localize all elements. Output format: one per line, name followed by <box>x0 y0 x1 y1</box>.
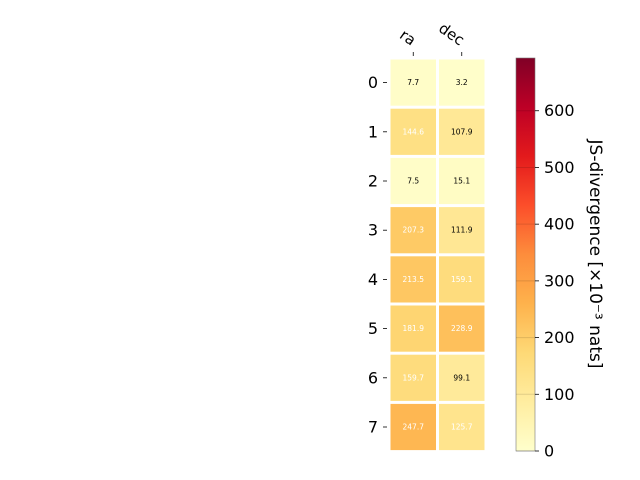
heatmap-cell-r0-dec <box>439 59 485 106</box>
cell-value-label: 159.1 <box>451 275 473 284</box>
row-tick-labels: 0 1 2 3 4 5 6 7 <box>368 73 387 437</box>
colorbar-tick-label: 0 <box>544 442 554 461</box>
cell-value-label: 181.9 <box>403 324 425 333</box>
colorbar-tick-label: 200 <box>544 328 575 347</box>
row-label-2: 2 <box>368 172 378 191</box>
row-label-5: 5 <box>368 319 378 338</box>
heatmap-cell-r0-ra <box>390 59 436 106</box>
colorbar-tick-label: 300 <box>544 271 575 290</box>
heatmap-cell-r6-ra <box>390 354 436 401</box>
colorbar: 0 100 200 300 400 500 600 JS-divergence [×10⁻³… <box>515 57 605 461</box>
column-tick-labels: ra dec <box>396 19 468 56</box>
heatmap-cell-r5-ra <box>390 305 436 352</box>
colorbar-tick-label: 400 <box>544 215 575 234</box>
cell-value-label: 107.9 <box>451 127 473 136</box>
colorbar-tick-label: 600 <box>544 101 575 120</box>
heatmap-cell-r3-dec <box>439 207 485 254</box>
cell-value-label: 144.6 <box>403 127 425 136</box>
colorbar-label: JS-divergence [×10⁻³ nats] <box>585 139 605 369</box>
cell-value-label: 125.7 <box>451 423 473 432</box>
heatmap-cell-r2-dec <box>439 157 485 205</box>
heatmap-cell-r2-ra <box>390 157 436 205</box>
colorbar-gradient <box>515 57 536 452</box>
column-label-ra: ra <box>396 26 419 50</box>
cell-value-label: 99.1 <box>453 373 470 382</box>
heatmap-cell-r3-ra <box>390 207 436 254</box>
cell-value-label: 111.9 <box>451 226 473 235</box>
heatmap-cell-r1-dec <box>439 108 485 155</box>
row-label-6: 6 <box>368 368 378 387</box>
cell-value-label: 3.2 <box>456 78 468 87</box>
row-label-1: 1 <box>368 122 378 141</box>
row-label-4: 4 <box>368 270 378 289</box>
cell-value-label: 159.7 <box>403 373 425 382</box>
cell-value-label: 207.3 <box>403 226 425 235</box>
row-label-0: 0 <box>368 73 378 92</box>
heatmap-cell-r7-ra <box>390 403 436 451</box>
heatmap-cell-r4-dec <box>439 256 485 303</box>
cell-value-label: 7.5 <box>407 177 419 186</box>
heatmap-cell-r6-dec <box>439 354 485 401</box>
row-label-3: 3 <box>368 221 378 240</box>
cell-value-label: 7.7 <box>407 78 419 87</box>
heatmap-cell-r5-dec <box>439 305 485 352</box>
row-label-7: 7 <box>368 418 378 437</box>
heatmap-cell-r4-ra <box>390 256 436 303</box>
heatmap-cell-r7-dec <box>439 403 485 451</box>
heatmap-cell-r1-ra <box>390 108 436 155</box>
colorbar-tick-label: 500 <box>544 158 575 177</box>
cell-value-label: 15.1 <box>453 177 470 186</box>
colorbar-ticks: 0 100 200 300 400 500 600 <box>516 101 575 461</box>
heatmap-cells: 7.7 3.2 144.6 107.9 7.5 15.1 207.3 111.9 213.5 15… <box>390 59 485 451</box>
cell-value-label: 213.5 <box>403 275 425 284</box>
cell-value-label: 247.7 <box>403 423 425 432</box>
cell-value-label: 228.9 <box>451 324 473 333</box>
colorbar-tick-label: 100 <box>544 385 575 404</box>
column-label-dec: dec <box>435 19 467 49</box>
